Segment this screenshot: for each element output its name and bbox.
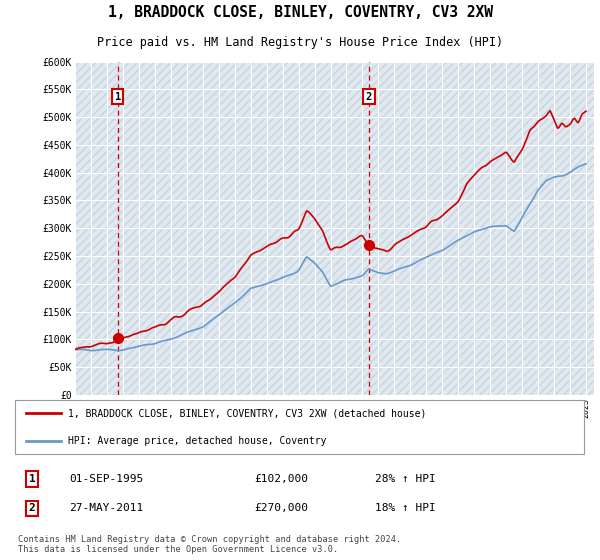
Text: 18% ↑ HPI: 18% ↑ HPI — [375, 503, 436, 514]
Text: HPI: Average price, detached house, Coventry: HPI: Average price, detached house, Cove… — [68, 436, 327, 446]
Text: 1, BRADDOCK CLOSE, BINLEY, COVENTRY, CV3 2XW (detached house): 1, BRADDOCK CLOSE, BINLEY, COVENTRY, CV3… — [68, 408, 427, 418]
Text: 1, BRADDOCK CLOSE, BINLEY, COVENTRY, CV3 2XW: 1, BRADDOCK CLOSE, BINLEY, COVENTRY, CV3… — [107, 4, 493, 20]
Text: Price paid vs. HM Land Registry's House Price Index (HPI): Price paid vs. HM Land Registry's House … — [97, 36, 503, 49]
Text: 2: 2 — [29, 503, 35, 514]
Text: 1: 1 — [29, 474, 35, 484]
Text: 2: 2 — [366, 92, 372, 101]
Text: 28% ↑ HPI: 28% ↑ HPI — [375, 474, 436, 484]
Text: £270,000: £270,000 — [254, 503, 308, 514]
FancyBboxPatch shape — [15, 400, 584, 454]
Text: Contains HM Land Registry data © Crown copyright and database right 2024.
This d: Contains HM Land Registry data © Crown c… — [18, 535, 401, 554]
Text: £102,000: £102,000 — [254, 474, 308, 484]
Text: 1: 1 — [115, 92, 121, 101]
Text: 01-SEP-1995: 01-SEP-1995 — [70, 474, 144, 484]
Text: 27-MAY-2011: 27-MAY-2011 — [70, 503, 144, 514]
